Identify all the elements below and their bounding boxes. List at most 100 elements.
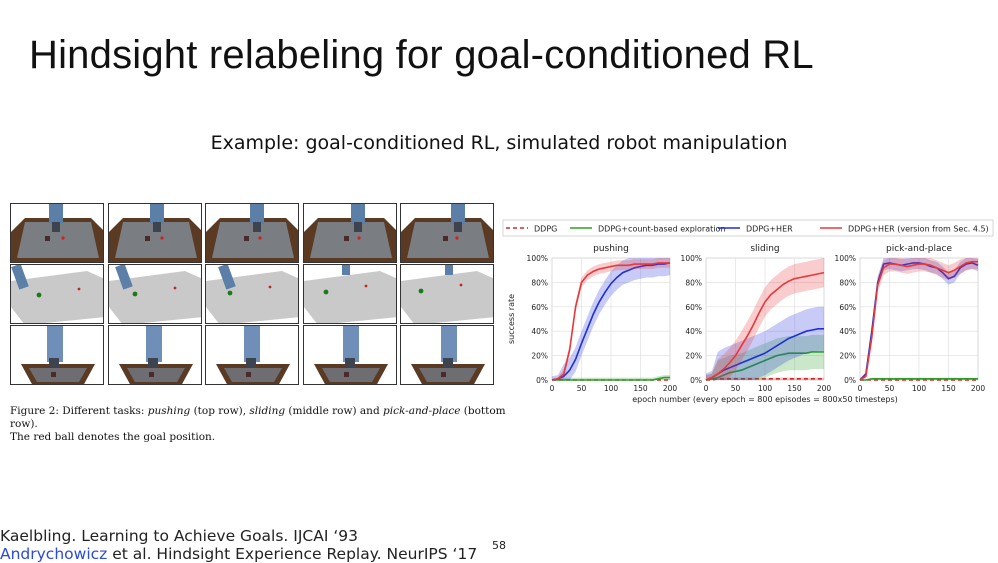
y-tick-label-1-2: 40% <box>685 327 702 336</box>
series-band-1-3 <box>706 258 824 380</box>
y-tick-label-2-3: 60% <box>839 303 856 312</box>
legend-label-3: DDPG+HER (version from Sec. 4.5) <box>848 225 989 234</box>
x-tick-label-0-4: 200 <box>663 384 678 393</box>
series-line-0-3 <box>551 262 670 381</box>
x-tick-label-2-3: 150 <box>941 384 956 393</box>
y-axis-label: success rate <box>507 294 516 344</box>
robot-scene <box>118 326 193 384</box>
caption-suffix: (bottom row). <box>10 405 506 430</box>
success-rate-chart: DDPG DDPG+count-based exploration DDPG+HER… <box>502 219 994 404</box>
robot-frame-pick-and-place-2 <box>107 325 202 385</box>
y-tick-label-2-1: 20% <box>839 352 856 361</box>
series-line-1-0 <box>706 378 824 381</box>
robot-frame-pick-and-place-3 <box>205 325 299 385</box>
panel-title-2: pick-and-place <box>886 244 952 254</box>
reference-andrychowicz-rest: et al. Hindsight Experience Replay. Neur… <box>107 545 478 563</box>
series-line-1-1 <box>705 351 824 381</box>
series-line-0-1 <box>552 376 670 381</box>
x-tick-label-2-4: 200 <box>971 384 986 393</box>
caption-line2: The red ball denotes the goal position. <box>10 431 216 443</box>
y-tick-label-0-5: 100% <box>527 254 548 263</box>
robot-frame-pushing-5 <box>400 203 494 263</box>
robot-frame-pick-and-place-1 <box>10 325 104 385</box>
x-tick-label-0-2: 100 <box>604 384 619 393</box>
robot-frame-pushing-1 <box>10 203 104 263</box>
x-tick-label-2-0: 0 <box>858 384 863 393</box>
robot-frame-sliding-4 <box>302 264 397 324</box>
reference-andrychowicz: Andrychowicz et al. Hindsight Experience… <box>0 545 477 563</box>
figure-caption: Figure 2: Different tasks: pushing (top … <box>10 405 510 444</box>
robot-frame-sliding-3 <box>205 264 299 324</box>
y-tick-label-0-0: 0% <box>536 376 548 385</box>
y-tick-label-0-4: 80% <box>531 278 548 287</box>
series-band-1-1 <box>706 334 824 380</box>
robot-scene <box>411 326 485 384</box>
series-line-2-2 <box>859 262 979 381</box>
series-band-1-2 <box>706 306 824 380</box>
robot-scene <box>303 265 396 323</box>
legend-label-0: DDPG <box>534 225 557 234</box>
robot-scene <box>401 204 493 262</box>
panel-title-0: pushing <box>593 244 629 254</box>
y-tick-label-1-1: 20% <box>685 352 702 361</box>
robot-scene <box>11 265 103 323</box>
page-number: 58 <box>492 539 506 552</box>
robot-scene <box>206 204 298 262</box>
series-band-0-1 <box>552 375 670 380</box>
caption-task-pushing: pushing <box>147 405 191 417</box>
x-tick-label-1-3: 150 <box>787 384 802 393</box>
robot-frame-sliding-2 <box>107 264 202 324</box>
y-tick-label-1-3: 60% <box>685 303 702 312</box>
series-band-0-2 <box>552 258 670 380</box>
y-tick-label-1-0: 0% <box>690 376 702 385</box>
x-tick-label-0-0: 0 <box>550 384 555 393</box>
caption-mid1: (top row), <box>190 405 250 417</box>
legend-label-1: DDPG+count-based exploration <box>598 225 725 234</box>
series-line-2-3 <box>859 260 978 381</box>
robot-frame-pushing-4 <box>302 203 397 263</box>
caption-task-sliding: sliding <box>249 405 286 417</box>
x-tick-label-1-4: 200 <box>817 384 832 393</box>
legend-box <box>502 219 994 237</box>
series-line-1-3 <box>705 271 825 381</box>
y-tick-label-2-0: 0% <box>844 376 856 385</box>
panel-title-1: sliding <box>750 244 779 254</box>
robot-frame-pushing-3 <box>205 203 299 263</box>
robot-frame-pick-and-place-5 <box>400 325 494 385</box>
robot-frame-pushing-2 <box>107 203 202 263</box>
robot-scene <box>11 204 103 262</box>
robot-scene <box>108 204 201 262</box>
robot-frame-pick-and-place-4 <box>302 325 397 385</box>
x-tick-label-2-2: 100 <box>912 384 927 393</box>
robot-scene <box>21 326 95 384</box>
x-tick-label-2-1: 50 <box>885 384 895 393</box>
y-tick-label-2-4: 80% <box>839 278 856 287</box>
y-tick-label-2-5: 100% <box>835 254 856 263</box>
y-tick-label-1-5: 100% <box>681 254 702 263</box>
y-tick-label-2-2: 40% <box>839 327 856 336</box>
caption-task-pick-and-place: pick-and-place <box>383 405 461 417</box>
references: Kaelbling. Learning to Achieve Goals. IJ… <box>0 527 477 563</box>
series-line-2-1 <box>860 378 978 381</box>
y-tick-label-0-3: 60% <box>531 303 548 312</box>
legend-label-2: DDPG+HER <box>746 225 793 234</box>
reference-link-andrychowicz[interactable]: Andrychowicz <box>0 545 108 563</box>
robot-scene <box>401 265 493 323</box>
x-tick-label-0-1: 50 <box>577 384 587 393</box>
robot-scene <box>303 204 396 262</box>
x-tick-label-1-2: 100 <box>758 384 773 393</box>
x-tick-label-1-1: 50 <box>731 384 741 393</box>
y-tick-label-0-1: 20% <box>531 352 548 361</box>
robot-scene <box>108 265 201 323</box>
x-axis-label: epoch number (every epoch = 800 episodes… <box>632 395 898 404</box>
robot-task-image-grid <box>10 203 496 385</box>
robot-scene <box>313 326 388 384</box>
x-tick-label-1-0: 0 <box>704 384 709 393</box>
robot-scene <box>206 265 298 323</box>
series-line-0-2 <box>551 262 671 381</box>
x-tick-label-0-3: 150 <box>633 384 648 393</box>
robot-scene <box>216 326 290 384</box>
robot-frame-sliding-1 <box>10 264 104 324</box>
slide-title: Hindsight relabeling for goal-conditione… <box>29 33 814 77</box>
y-tick-label-1-4: 80% <box>685 278 702 287</box>
